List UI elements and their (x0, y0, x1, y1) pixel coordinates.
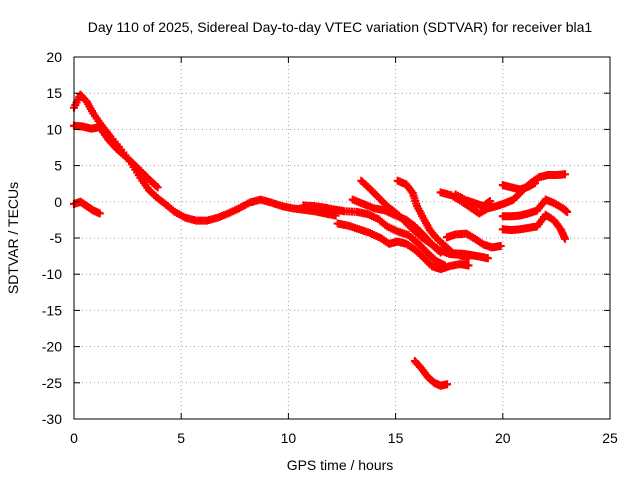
y-axis-label: SDTVAR / TECUs (5, 182, 21, 294)
y-tick-labels: -30 -25 -20 -15 -10 -5 0 5 10 15 20 (42, 49, 62, 427)
x-tick-label: 5 (177, 430, 185, 446)
x-tick-label: 0 (70, 430, 78, 446)
series-track-14 (498, 195, 572, 221)
y-tick-label: -15 (42, 302, 62, 318)
y-tick-label: -10 (42, 266, 62, 282)
grid-lines (74, 57, 610, 419)
x-tick-label: 10 (281, 430, 297, 446)
y-tick-label: 10 (46, 121, 62, 137)
series-track-13 (498, 178, 539, 194)
y-tick-label: -25 (42, 375, 62, 391)
y-tick-label: 5 (54, 158, 62, 174)
series-track-6 (333, 219, 473, 274)
data-point (95, 209, 104, 218)
y-tick-label: 20 (46, 49, 62, 65)
chart-title: Day 110 of 2025, Sidereal Day-to-day VTE… (88, 19, 593, 35)
y-tick-label: 15 (46, 85, 62, 101)
series-track-15 (498, 210, 569, 243)
x-tick-label: 15 (388, 430, 404, 446)
series-track-16 (410, 357, 452, 390)
y-tick-label: -20 (42, 339, 62, 355)
data-points (70, 90, 572, 390)
series-track-4 (299, 201, 449, 270)
data-point (483, 254, 492, 263)
y-tick-label: -5 (50, 230, 63, 246)
data-point (530, 178, 539, 187)
data-point (560, 234, 569, 243)
series-track-12 (449, 249, 492, 263)
data-point (560, 170, 569, 179)
y-tick-label: 0 (54, 194, 62, 210)
data-point (563, 207, 572, 216)
data-point (496, 241, 505, 250)
series-track-3 (70, 197, 104, 218)
data-point (443, 380, 452, 389)
series-track-10 (451, 190, 494, 211)
data-point (153, 183, 162, 192)
axis-ticks (73, 56, 611, 420)
data-point (464, 261, 473, 270)
x-axis-label: GPS time / hours (287, 457, 394, 473)
series-track-11 (443, 229, 505, 252)
x-tick-labels: 0 5 10 15 20 25 (70, 430, 618, 446)
series-track-2 (70, 121, 162, 192)
x-tick-label: 25 (602, 430, 618, 446)
y-tick-label: -30 (42, 411, 62, 427)
x-tick-label: 20 (495, 430, 511, 446)
series-track-8 (393, 176, 456, 256)
series-track-1 (70, 90, 340, 225)
data-point (485, 197, 494, 206)
